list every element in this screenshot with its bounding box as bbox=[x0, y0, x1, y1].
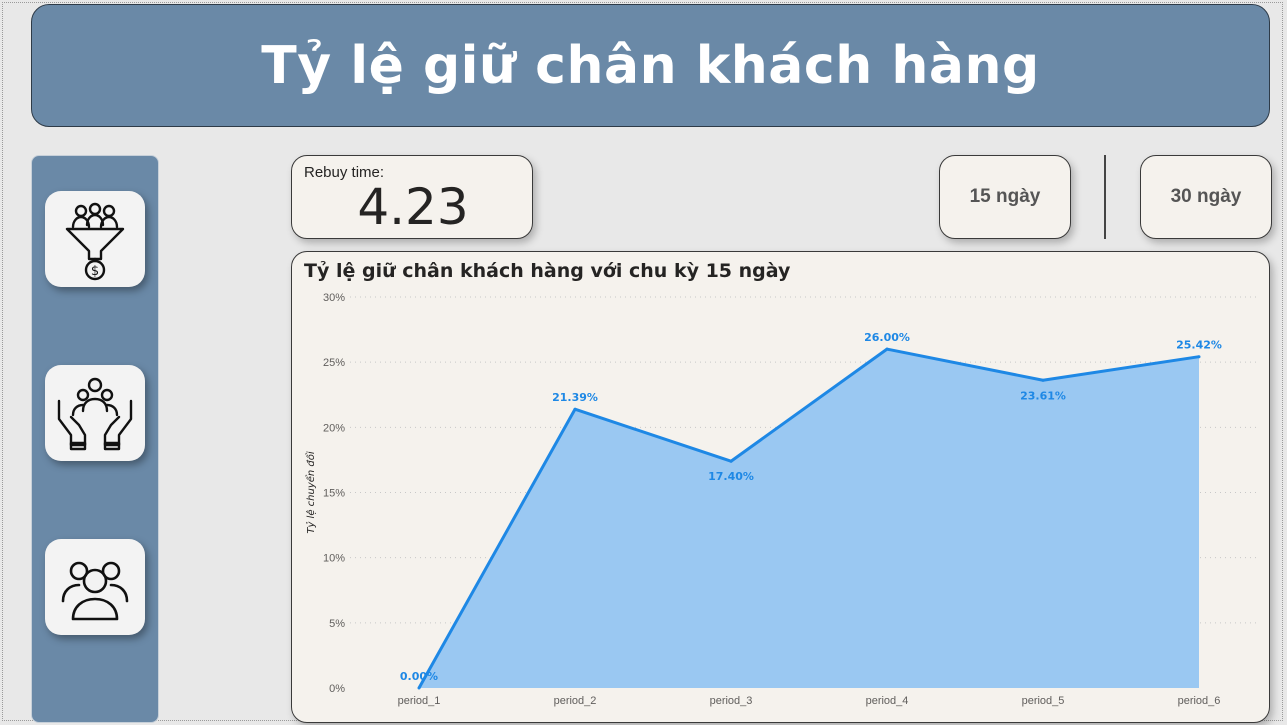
y-tick-label: 30% bbox=[323, 292, 345, 304]
data-label: 23.61% bbox=[1020, 389, 1066, 402]
sidebar: $ bbox=[31, 155, 159, 723]
rebuy-time-label: Rebuy time: bbox=[304, 164, 385, 181]
data-point bbox=[729, 459, 733, 463]
data-label: 26.00% bbox=[864, 331, 910, 344]
y-tick-label: 20% bbox=[323, 422, 345, 434]
sales-funnel-icon: $ bbox=[65, 202, 125, 281]
series-line bbox=[417, 347, 1200, 689]
y-tick-label: 10% bbox=[323, 553, 345, 565]
data-point bbox=[1041, 378, 1045, 382]
x-tick-label: period_5 bbox=[1022, 695, 1065, 707]
y-axis-title: Tỷ lệ chuyển đổi bbox=[304, 451, 317, 534]
customer-care-icon bbox=[57, 377, 133, 451]
page-header: Tỷ lệ giữ chân khách hàng bbox=[31, 4, 1270, 127]
data-label: 17.40% bbox=[708, 470, 754, 483]
svg-text:$: $ bbox=[91, 264, 99, 279]
x-tick-label: period_2 bbox=[554, 695, 597, 707]
x-tick-label: period_3 bbox=[710, 695, 753, 707]
sidebar-item-customer-care[interactable] bbox=[45, 365, 145, 461]
data-point bbox=[1197, 355, 1201, 359]
y-tick-label: 15% bbox=[323, 488, 345, 500]
area-fill bbox=[419, 349, 1199, 688]
data-point bbox=[417, 686, 421, 690]
data-label: 21.39% bbox=[552, 391, 598, 404]
data-point bbox=[573, 407, 577, 411]
page-title: Tỷ lệ giữ chân khách hàng bbox=[261, 35, 1040, 96]
sidebar-item-customer-group[interactable] bbox=[45, 539, 145, 635]
filter-divider bbox=[1104, 155, 1106, 239]
filter-15-days-button[interactable]: 15 ngày bbox=[939, 155, 1071, 239]
customer-group-icon bbox=[61, 561, 129, 621]
y-tick-label: 0% bbox=[329, 683, 345, 695]
x-tick-label: period_1 bbox=[398, 695, 441, 707]
filter-30-days-button[interactable]: 30 ngày bbox=[1140, 155, 1272, 239]
sidebar-item-sales-funnel[interactable]: $ bbox=[45, 191, 145, 287]
rebuy-time-value: 4.23 bbox=[357, 178, 469, 236]
data-point bbox=[885, 347, 889, 351]
y-tick-label: 25% bbox=[323, 357, 345, 369]
data-label: 0.00% bbox=[400, 670, 438, 683]
retention-area-chart: 0% 5% 10% 15% 20% 25% 30% Tỷ lệ chuyển đổi 0.00%… bbox=[304, 292, 1260, 707]
retention-chart-card: Tỷ lệ giữ chân khách hàng với chu kỳ 15 … bbox=[291, 251, 1270, 723]
x-tick-label: period_6 bbox=[1178, 695, 1221, 707]
y-tick-label: 5% bbox=[329, 618, 345, 630]
rebuy-time-card: Rebuy time: 4.23 bbox=[291, 155, 533, 239]
chart-title: Tỷ lệ giữ chân khách hàng với chu kỳ 15 … bbox=[304, 260, 791, 282]
x-tick-label: period_4 bbox=[866, 695, 909, 707]
data-label: 25.42% bbox=[1176, 339, 1222, 352]
